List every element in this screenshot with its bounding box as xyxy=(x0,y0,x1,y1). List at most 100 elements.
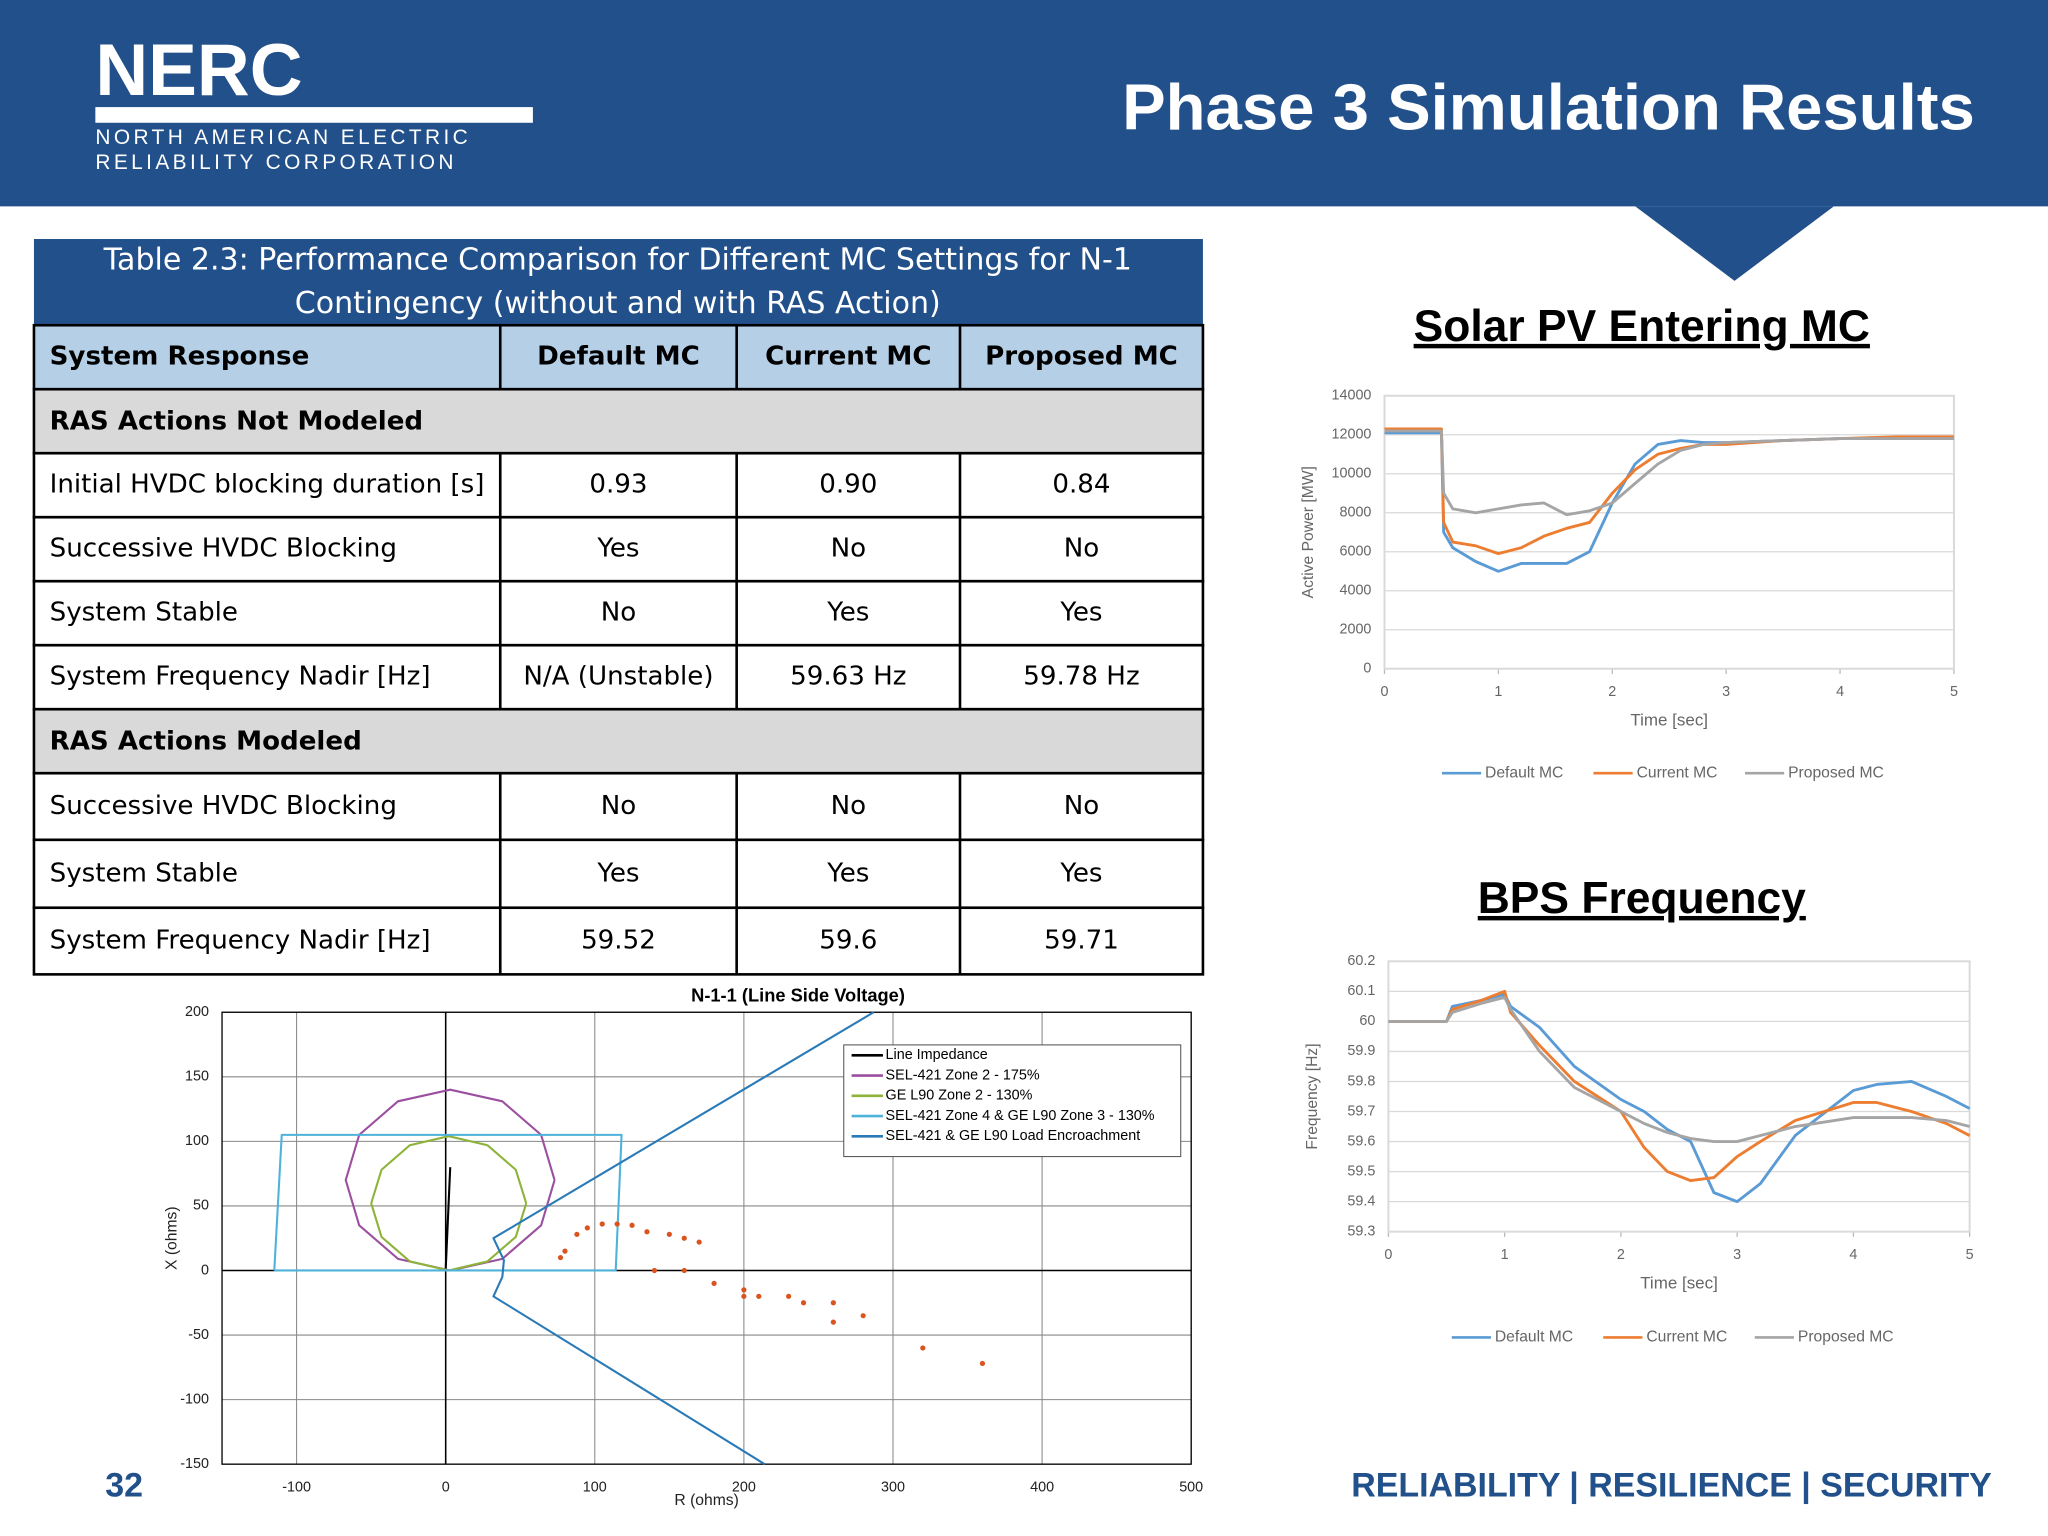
y-tick-label: 59.4 xyxy=(1347,1193,1375,1209)
legend-label: GE L90 Zone 2 - 130% xyxy=(886,1088,1033,1104)
y-tick-label: 200 xyxy=(185,1004,209,1020)
trajectory-point xyxy=(830,1319,836,1325)
table-cell: Current MC xyxy=(765,342,932,372)
series-line xyxy=(1384,427,1954,556)
y-tick-label: 2000 xyxy=(1339,622,1371,638)
x-tick-label: -100 xyxy=(282,1479,311,1495)
legend-label: Default MC xyxy=(1485,764,1563,781)
series-line xyxy=(492,1011,875,1466)
table-cell: Yes xyxy=(1059,858,1102,888)
trajectory-point xyxy=(681,1267,687,1274)
table-cell: Yes xyxy=(596,534,639,564)
x-axis-label: Time [sec] xyxy=(1630,710,1708,729)
table-row-bg xyxy=(33,645,1203,710)
x-tick-label: 400 xyxy=(1030,1479,1054,1495)
y-tick-label: 59.8 xyxy=(1347,1073,1375,1089)
chart-title: N-1-1 (Line Side Voltage) xyxy=(691,984,905,1005)
x-tick-label: 4 xyxy=(1849,1247,1857,1263)
series-line xyxy=(1388,995,1970,1143)
table-caption: Contingency (without and with RAS Action… xyxy=(295,286,941,321)
table-cell: Successive HVDC Blocking xyxy=(50,791,397,821)
trajectory-point xyxy=(711,1280,717,1287)
y-tick-label: 6000 xyxy=(1339,544,1371,560)
legend-label: Current MC xyxy=(1637,764,1718,781)
x-tick-label: 5 xyxy=(1950,684,1958,700)
series-line xyxy=(1384,429,1954,517)
table-cell: Yes xyxy=(1059,598,1102,628)
y-tick-label: 59.3 xyxy=(1347,1223,1375,1239)
trajectory-point xyxy=(696,1239,702,1245)
table-row-bg xyxy=(33,453,1203,518)
table-row-bg xyxy=(33,325,1203,390)
table-cell: No xyxy=(831,534,867,564)
trajectory-point xyxy=(830,1300,836,1306)
header-arrow xyxy=(1635,206,1834,281)
trajectory-point xyxy=(920,1345,926,1351)
y-tick-label: 60.1 xyxy=(1347,983,1375,999)
table-cell: System Stable xyxy=(50,858,238,888)
plot-frame xyxy=(221,1011,1192,1465)
legend-label: Current MC xyxy=(1646,1329,1727,1346)
slide-title: Phase 3 Simulation Results xyxy=(1122,71,1975,144)
trajectory-point xyxy=(756,1293,762,1299)
x-tick-label: 3 xyxy=(1722,684,1730,700)
trajectory-point xyxy=(786,1293,792,1299)
y-tick-label: 59.9 xyxy=(1347,1043,1375,1059)
x-axis-label: Time [sec] xyxy=(1640,1273,1718,1292)
table-row-bg xyxy=(33,517,1203,582)
chart-title: Solar PV Entering MC xyxy=(1414,302,1870,351)
org-name: RELIABILITY CORPORATION xyxy=(95,151,457,174)
y-axis-label: X (ohms) xyxy=(164,1206,181,1270)
page-number: 32 xyxy=(105,1467,143,1505)
y-tick-label: 50 xyxy=(193,1198,209,1214)
series-line xyxy=(1384,431,1954,573)
trajectory-point xyxy=(644,1229,650,1235)
y-tick-label: -50 xyxy=(188,1327,209,1343)
series-line xyxy=(444,1167,452,1271)
y-tick-label: 100 xyxy=(185,1133,209,1149)
table-cell: No xyxy=(601,598,637,628)
table-cell: 0.90 xyxy=(819,470,877,500)
y-tick-label: 0 xyxy=(201,1262,209,1278)
y-tick-label: 150 xyxy=(185,1069,209,1085)
trajectory-point xyxy=(681,1235,687,1241)
y-tick-label: 59.5 xyxy=(1347,1163,1375,1179)
table-row-bg xyxy=(33,907,1203,975)
y-tick-label: 12000 xyxy=(1331,427,1371,443)
x-tick-label: 1 xyxy=(1501,1247,1509,1263)
trajectory-point xyxy=(574,1231,580,1237)
trajectory-point xyxy=(557,1254,564,1261)
trajectory-point xyxy=(666,1231,672,1237)
y-tick-label: 8000 xyxy=(1339,505,1371,521)
x-tick-label: 300 xyxy=(881,1479,905,1495)
x-tick-label: 500 xyxy=(1179,1479,1203,1495)
trajectory-point xyxy=(741,1293,747,1299)
y-tick-label: 14000 xyxy=(1331,388,1371,404)
legend-label: SEL-421 Zone 4 & GE L90 Zone 3 - 130% xyxy=(886,1108,1155,1124)
table-row-bg xyxy=(33,839,1203,908)
table-cell: No xyxy=(1064,791,1100,821)
table-cell: Successive HVDC Blocking xyxy=(50,534,397,564)
legend-label: Line Impedance xyxy=(886,1047,988,1063)
logo: NERC xyxy=(95,30,302,111)
table-cell: No xyxy=(601,791,637,821)
table-cell: Yes xyxy=(826,858,869,888)
table-caption-bg xyxy=(33,239,1203,326)
x-tick-label: 0 xyxy=(1384,1247,1392,1263)
tagline: RELIABILITY | RESILIENCE | SECURITY xyxy=(1351,1467,1992,1505)
trajectory-point xyxy=(599,1221,605,1227)
table-caption: Table 2.3: Performance Comparison for Di… xyxy=(103,243,1132,278)
trajectory-point xyxy=(584,1225,590,1231)
logo-bar xyxy=(95,107,533,123)
table-section-title: RAS Actions Modeled xyxy=(50,726,362,756)
y-axis-label: Frequency [Hz] xyxy=(1304,1043,1321,1149)
header-band xyxy=(0,0,2048,207)
trajectory-point xyxy=(979,1360,986,1367)
table-row-bg xyxy=(33,581,1203,646)
table-cell: 59.71 xyxy=(1044,926,1119,956)
y-tick-label: 0 xyxy=(1363,661,1371,677)
y-tick-label: 10000 xyxy=(1331,466,1371,482)
trajectory-point xyxy=(800,1300,807,1306)
table-cell: Initial HVDC blocking duration [s] xyxy=(50,470,485,500)
